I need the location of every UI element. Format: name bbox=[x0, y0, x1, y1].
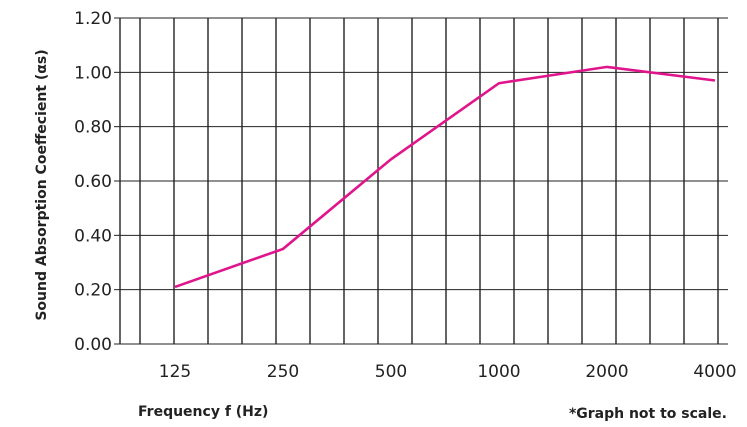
tick-labels: 0.00 0.20 0.40 0.60 0.80 1.00 1.20 125 250 500 100… bbox=[74, 9, 736, 382]
x-tick-label: 500 bbox=[375, 362, 407, 382]
series-line bbox=[174, 65, 716, 289]
y-tick-label: 0.60 bbox=[74, 172, 112, 192]
x-axis-label: Frequency f (Hz) bbox=[138, 404, 268, 420]
y-axis-label: Sound Absorption Coeffecient (αs) bbox=[34, 49, 50, 320]
series-layer bbox=[174, 65, 716, 289]
y-tick-label: 1.00 bbox=[74, 63, 112, 83]
y-tick-label: 0.00 bbox=[74, 335, 112, 355]
grid-lines bbox=[114, 17, 728, 345]
x-tick-label: 4000 bbox=[693, 362, 736, 382]
scale-note: *Graph not to scale. bbox=[569, 406, 727, 422]
x-tick-label: 125 bbox=[159, 362, 191, 382]
y-tick-label: 0.40 bbox=[74, 226, 112, 246]
y-tick-label: 0.80 bbox=[74, 118, 112, 138]
y-tick-label: 0.20 bbox=[74, 281, 112, 301]
x-tick-label: 250 bbox=[267, 362, 299, 382]
y-tick-label: 1.20 bbox=[74, 9, 112, 29]
x-tick-label: 1000 bbox=[477, 362, 520, 382]
x-tick-label: 2000 bbox=[585, 362, 628, 382]
